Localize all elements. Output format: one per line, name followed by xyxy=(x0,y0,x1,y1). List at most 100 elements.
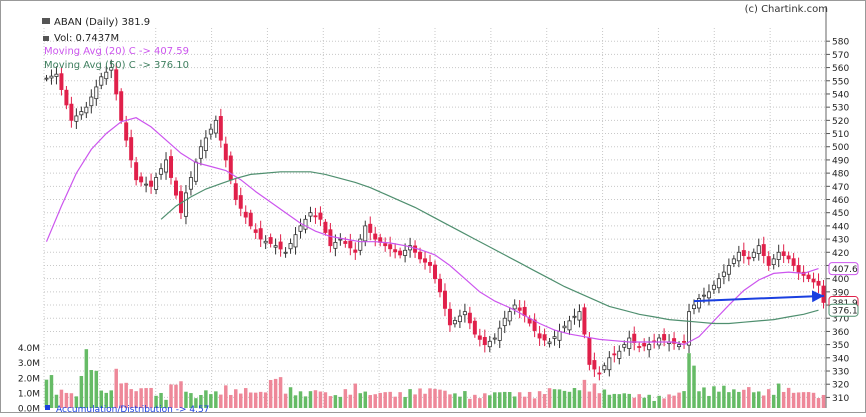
candle-body xyxy=(139,176,144,183)
price-tick-label: 440 xyxy=(832,222,849,232)
candle-body xyxy=(198,146,203,159)
volume-bar xyxy=(393,396,397,408)
legend: ABAN (Daily) 381.9 Vol: 0.7437M Moving A… xyxy=(42,17,209,415)
volume-bar xyxy=(821,394,826,408)
candle-body xyxy=(119,91,124,121)
legend-ma20: Moving Avg (20) C -> 407.59 xyxy=(44,46,189,57)
candle-icon xyxy=(42,18,50,24)
candle-body xyxy=(173,180,178,196)
volume-bar xyxy=(248,392,253,408)
candle-body xyxy=(791,258,796,266)
candle-body xyxy=(159,168,164,175)
candle-body xyxy=(692,304,697,310)
candle-body xyxy=(164,159,169,173)
volume-bar xyxy=(99,390,104,408)
volume-bar xyxy=(49,375,54,408)
volume-bar xyxy=(612,393,617,408)
candle-body xyxy=(348,240,353,249)
candle-body xyxy=(428,262,433,266)
candle-body xyxy=(398,250,403,256)
candle-body xyxy=(49,75,54,79)
candle-body xyxy=(149,180,154,187)
volume-bar xyxy=(333,395,338,408)
candle-body xyxy=(388,244,393,250)
candle-body xyxy=(79,111,84,116)
volume-bar xyxy=(109,390,113,408)
candle-body xyxy=(761,244,766,256)
candle-body xyxy=(383,243,388,247)
volume-bar xyxy=(204,390,208,408)
volume-bar xyxy=(343,389,348,408)
candle-body xyxy=(592,360,597,370)
trend-line xyxy=(693,290,825,303)
candle-body xyxy=(597,372,602,375)
candle-body xyxy=(687,311,692,346)
price-tick-label: 540 xyxy=(832,90,849,100)
volume-bar xyxy=(328,396,333,408)
candle-body xyxy=(373,233,378,240)
candle-body xyxy=(84,106,89,114)
candle-body xyxy=(368,223,373,233)
candle-body xyxy=(682,340,687,343)
candle-body xyxy=(258,228,263,240)
volume-bar xyxy=(682,391,686,408)
price-tick-label: 360 xyxy=(832,328,849,338)
volume-bar xyxy=(542,394,547,408)
candle-body xyxy=(313,215,318,218)
volume-bar xyxy=(368,395,372,408)
volume-bar xyxy=(776,383,781,408)
candle-body xyxy=(482,336,487,346)
candle-body xyxy=(706,291,711,299)
ma20-badge-text: 407.6 xyxy=(832,265,858,275)
candle-body xyxy=(318,212,323,220)
volume-bar xyxy=(54,394,59,408)
price-tick-label: 370 xyxy=(832,315,849,325)
volume-bar xyxy=(174,384,178,408)
candle-body xyxy=(607,357,612,371)
volume-bar xyxy=(582,379,587,408)
candle-body xyxy=(74,115,79,122)
volume-bar xyxy=(438,389,442,408)
candle-body xyxy=(502,317,507,327)
candle-body xyxy=(308,212,313,217)
legend-title: ABAN (Daily) 381.9 xyxy=(54,17,150,28)
candle-body xyxy=(208,128,213,135)
volume-bar xyxy=(298,391,303,408)
volume-bar xyxy=(114,368,118,408)
candle-body xyxy=(437,278,442,293)
candle-body xyxy=(517,307,522,311)
candle-body xyxy=(288,243,293,250)
volume-bar xyxy=(239,393,243,408)
volume-bar xyxy=(801,392,806,408)
candle-body xyxy=(766,256,771,266)
volume-bar xyxy=(214,391,218,408)
volume-bar xyxy=(79,375,84,408)
candle-body xyxy=(223,143,228,161)
candle-body xyxy=(59,73,64,90)
candle-body xyxy=(263,240,268,244)
candle-body xyxy=(622,344,627,348)
candle-body xyxy=(183,192,188,217)
candle-body xyxy=(507,311,512,322)
volume-bar xyxy=(507,392,512,408)
volume-bar xyxy=(209,394,213,408)
volume-bar xyxy=(642,397,646,408)
volume-bar xyxy=(303,396,308,408)
volume-bar xyxy=(308,391,313,408)
volume-bar xyxy=(702,387,706,408)
volume-bar xyxy=(757,391,761,408)
volume-bar xyxy=(194,398,198,408)
candle-body xyxy=(44,77,49,80)
volume-bar xyxy=(752,392,756,408)
candle-body xyxy=(298,225,303,232)
volume-bar xyxy=(428,388,432,408)
candle-body xyxy=(64,89,69,106)
candle-body xyxy=(154,177,159,190)
volume-bar xyxy=(468,398,472,408)
volume-bar xyxy=(124,382,128,408)
volume-bar xyxy=(189,393,193,408)
candle-body xyxy=(781,251,786,256)
volume-bar xyxy=(512,396,517,408)
candle-body xyxy=(552,336,557,339)
volume-bar xyxy=(532,398,537,408)
